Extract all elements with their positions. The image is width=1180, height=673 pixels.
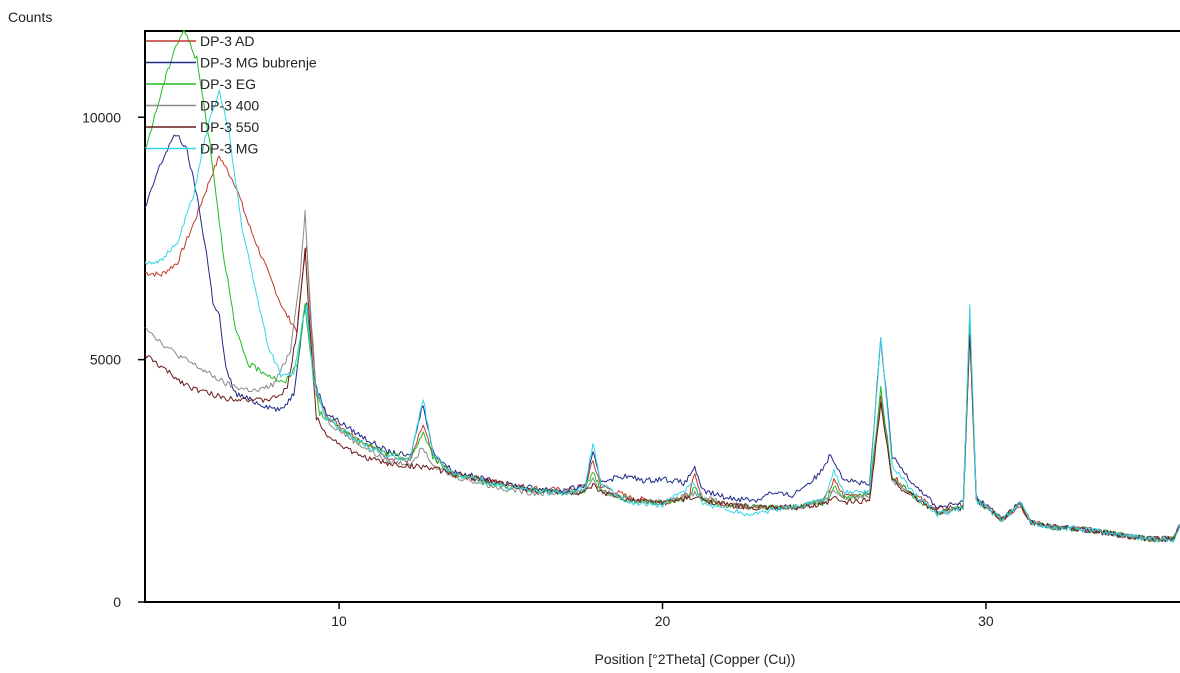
- series-line-3: [145, 210, 1180, 542]
- legend-label: DP-3 550: [200, 119, 259, 135]
- legend-label: DP-3 MG: [200, 141, 258, 157]
- series-line-5: [145, 89, 1180, 543]
- y-axis-label: Counts: [8, 9, 52, 25]
- legend-label: DP-3 MG bubrenje: [200, 55, 317, 71]
- y-tick-label: 5000: [90, 352, 121, 368]
- y-tick-label: 10000: [82, 109, 121, 125]
- series-line-2: [145, 30, 1180, 543]
- legend-label: DP-3 AD: [200, 33, 254, 49]
- series-line-4: [145, 247, 1180, 542]
- x-axis-label: Position [°2Theta] (Copper (Cu)): [595, 651, 796, 667]
- series-layer: [145, 30, 1180, 543]
- legend-label: DP-3 EG: [200, 76, 256, 92]
- x-tick-label: 30: [978, 613, 994, 629]
- legend: DP-3 AD DP-3 MG bubrenje DP-3 EG DP-3 400 DP…: [146, 33, 317, 157]
- legend-label: DP-3 400: [200, 98, 259, 114]
- y-tick-label: 0: [113, 594, 121, 610]
- series-line-0: [145, 155, 1180, 543]
- axis-ticks: 10 20 30 0 5000 10000: [82, 109, 994, 629]
- x-tick-label: 20: [655, 613, 671, 629]
- x-tick-label: 10: [331, 613, 347, 629]
